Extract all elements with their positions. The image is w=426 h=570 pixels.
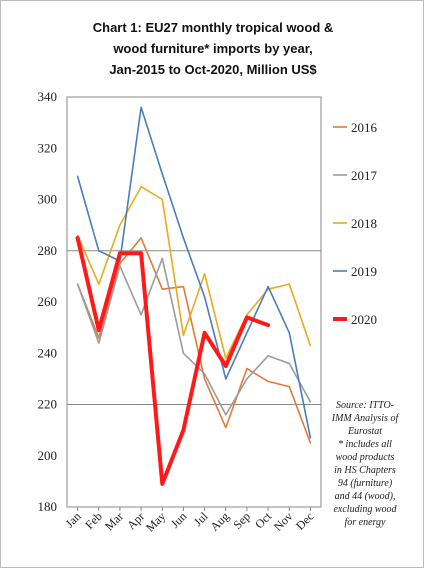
source-note-line: excluding wood <box>333 504 397 515</box>
x-tick-label: Sep <box>230 509 253 532</box>
y-tick-label: 340 <box>38 89 58 104</box>
source-note-line: IMM Analysis of <box>331 413 399 424</box>
series-line-2017 <box>76 257 312 416</box>
source-note-line: wood products <box>335 452 395 463</box>
y-tick-label: 300 <box>38 192 58 207</box>
y-tick-label: 280 <box>38 243 58 258</box>
series-line-2020 <box>75 235 271 486</box>
legend-label-2020: 2020 <box>351 312 377 327</box>
x-tick-label: Nov <box>271 509 296 534</box>
series-line-2018 <box>76 185 312 360</box>
legend-label-2019: 2019 <box>351 264 377 279</box>
source-note-line: in HS Chapters <box>334 465 396 476</box>
y-tick-label: 200 <box>38 448 58 463</box>
x-tick-label: Aug <box>207 509 232 534</box>
x-tick-label: May <box>143 509 168 534</box>
legend-label-2018: 2018 <box>351 216 377 231</box>
x-tick-label: Mar <box>102 509 126 533</box>
legend-label-2016: 2016 <box>351 120 378 135</box>
source-note-line: for energy <box>344 517 386 528</box>
y-tick-label: 240 <box>38 345 58 360</box>
plot-area-border <box>66 96 322 508</box>
x-tick-label: Jan <box>62 509 83 530</box>
y-tick-label: 320 <box>38 140 58 155</box>
x-tick-label: Apr <box>124 509 147 532</box>
source-note-line: * includes all <box>338 439 392 450</box>
legend-label-2017: 2017 <box>351 168 378 183</box>
source-note-line: and 44 (wood), <box>334 491 396 502</box>
x-tick-label: Oct <box>252 509 275 532</box>
x-tick-label: Jun <box>168 509 190 531</box>
source-note: Source: ITTO- IMM Analysis of Eurostat * in… <box>327 399 403 529</box>
source-note-line: Source: ITTO- <box>335 400 395 411</box>
x-tick-label: Dec <box>293 509 317 533</box>
y-tick-label: 180 <box>38 499 58 514</box>
y-tick-label: 260 <box>38 294 58 309</box>
x-tick-label: Feb <box>82 509 105 532</box>
source-note-line: 94 (furniture) <box>337 478 393 489</box>
source-note-line: Eurostat <box>347 426 383 437</box>
y-tick-label: 220 <box>38 397 58 412</box>
chart-title: Chart 1: EU27 monthly tropical wood & wo… <box>92 20 334 77</box>
